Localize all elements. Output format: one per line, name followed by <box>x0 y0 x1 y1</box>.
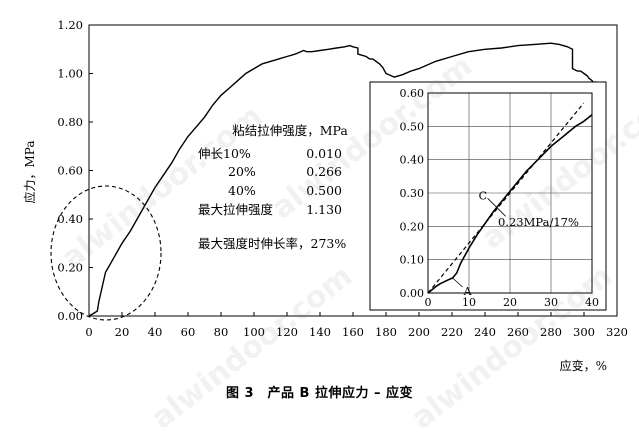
inset-tangent-line <box>427 102 585 294</box>
inset-x-axis: 0 10 20 30 40 <box>425 296 600 309</box>
main-x-tick-label: 280 <box>540 325 562 339</box>
inset-x-tick-label: 40 <box>585 296 599 309</box>
inset-y-tick-label: 0.60 <box>400 87 425 100</box>
annotation-row-1-value: 0.010 <box>306 146 342 161</box>
main-x-tick-label: 180 <box>375 325 397 339</box>
annotation-footer: 最大强度时伸长率，273% <box>198 236 346 251</box>
main-x-tick-label: 200 <box>408 325 430 339</box>
point-c-label: C <box>479 189 487 202</box>
main-x-tick-label: 60 <box>181 325 196 339</box>
main-x-tick-label: 300 <box>573 325 595 339</box>
inset-points: AC <box>452 189 506 298</box>
main-x-axis: 0 20 40 60 80 100 120 140 160 180 200 220 240 260 280 3… <box>85 312 628 339</box>
main-x-label: 应变，% <box>560 358 607 373</box>
annotation-title: 粘结拉伸强度，MPa <box>232 123 348 138</box>
main-x-tick-label: 40 <box>148 325 163 339</box>
inset-y-tick-label: 0.20 <box>400 220 425 233</box>
inset-plot-frame <box>427 92 593 294</box>
main-x-tick-label: 220 <box>441 325 463 339</box>
stress-strain-figure: 0.00 0.20 0.40 0.60 0.80 1.00 1.20 0 20 40 60 80 10… <box>22 18 628 373</box>
main-x-tick-label: 120 <box>276 325 298 339</box>
inset-y-tick-label: 0.30 <box>400 187 425 200</box>
inset-x-tick-label: 10 <box>462 296 476 309</box>
main-y-tick-label: 0.00 <box>57 309 83 323</box>
annotation-row-4-value: 1.130 <box>306 202 342 217</box>
main-y-tick-label: 0.40 <box>57 212 83 226</box>
main-y-tick-label: 1.00 <box>57 67 83 81</box>
main-x-tick-label: 20 <box>115 325 130 339</box>
annotation-row-2-label: 20% <box>228 164 256 179</box>
point-c-leader <box>487 198 506 217</box>
main-x-tick-label: 260 <box>507 325 529 339</box>
inset-x-tick-label: 20 <box>503 296 517 309</box>
inset-x-tick-label: 0 <box>425 296 432 309</box>
main-chart: 0.00 0.20 0.40 0.60 0.80 1.00 1.20 0 20 40 60 80 10… <box>22 18 628 373</box>
point-a-leader <box>452 277 463 288</box>
main-y-tick-label: 0.20 <box>57 261 83 275</box>
inset-chart: 0.00 0.10 0.20 0.30 0.40 0.50 0.60 0 10 20 30 40 A… <box>369 81 607 311</box>
main-x-tick-label: 100 <box>243 325 265 339</box>
main-x-tick-label: 320 <box>606 325 628 339</box>
annotation-row-1-label: 伸长10% <box>198 146 251 161</box>
main-x-tick-label: 0 <box>85 325 92 339</box>
main-y-label: 应力，MPa <box>22 141 37 204</box>
inset-y-tick-label: 0.40 <box>400 154 425 167</box>
main-x-tick-label: 240 <box>474 325 496 339</box>
main-stress-strain-curve <box>88 42 600 317</box>
main-x-tick-label: 160 <box>342 325 364 339</box>
inset-y-tick-label: 0.10 <box>400 254 425 267</box>
figure-caption: 图 3 产品 B 拉伸应力 – 应变 <box>225 386 414 401</box>
zoom-region-ellipse <box>50 185 162 321</box>
point-a-label: A <box>463 285 473 298</box>
main-y-tick-label: 1.20 <box>57 18 83 32</box>
main-y-tick-label: 0.80 <box>57 115 83 129</box>
inset-y-tick-label: 0.00 <box>400 287 425 300</box>
inset-y-tick-label: 0.50 <box>400 120 425 133</box>
main-x-tick-label: 80 <box>214 325 229 339</box>
main-y-tick-label: 0.60 <box>57 164 83 178</box>
annotation-row-4-label: 最大拉伸强度 <box>198 202 274 217</box>
inset-series <box>427 102 593 294</box>
inset-x-tick-label: 30 <box>544 296 558 309</box>
inset-y-axis: 0.00 0.10 0.20 0.30 0.40 0.50 0.60 <box>400 87 425 300</box>
annotation-row-3-label: 40% <box>228 183 256 198</box>
main-y-axis: 0.00 0.20 0.40 0.60 0.80 1.00 1.20 <box>57 18 93 323</box>
inset-stress-curve <box>427 114 593 294</box>
inset-point-note: 0.23MPa/17% <box>498 215 579 229</box>
annotation-row-2-value: 0.266 <box>306 164 342 179</box>
inset-background <box>369 81 607 311</box>
main-x-tick-label: 140 <box>309 325 331 339</box>
annotation-row-3-value: 0.500 <box>306 183 342 198</box>
